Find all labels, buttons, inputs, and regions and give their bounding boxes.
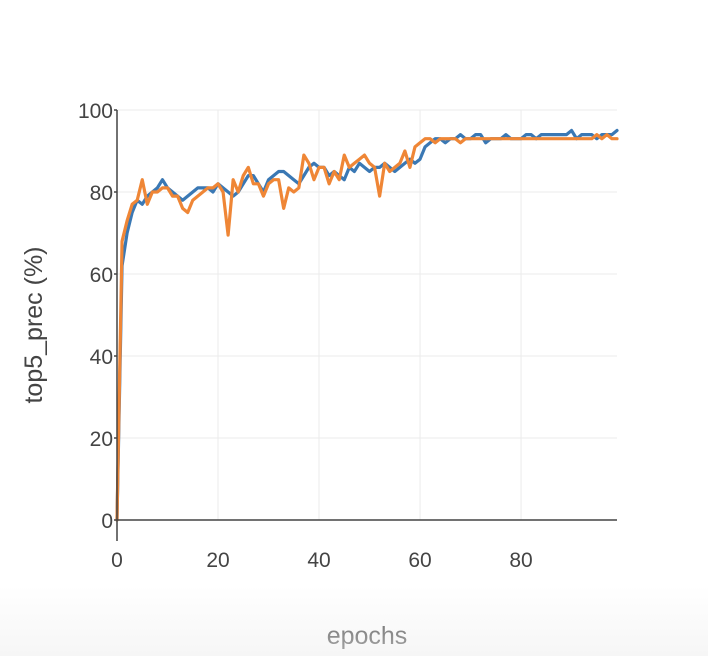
y-tick-label: 80 (90, 182, 113, 205)
x-tick-label: 60 (408, 549, 431, 572)
y-tick-label: 60 (90, 264, 113, 287)
x-axis-title: epochs (327, 622, 408, 650)
tick-labels: 0 20 40 60 80 100 0 20 40 60 80 (78, 100, 533, 572)
x-tick-label: 0 (111, 549, 123, 572)
x-tick-label: 20 (206, 549, 229, 572)
series-line-1 (115, 128, 619, 522)
y-tick-label: 40 (90, 346, 113, 369)
series-line-2 (115, 133, 619, 522)
x-tick-label: 40 (307, 549, 330, 572)
y-tick-label: 100 (78, 100, 113, 123)
y-axis-title: top5_prec (%) (20, 246, 48, 403)
x-tick-label: 80 (509, 549, 532, 572)
plot-area: 0 20 40 60 80 100 0 20 40 60 80 (78, 100, 619, 572)
axes (114, 109, 617, 541)
y-tick-label: 20 (90, 428, 113, 451)
series-group (115, 128, 619, 522)
y-tick-label: 0 (101, 510, 113, 533)
